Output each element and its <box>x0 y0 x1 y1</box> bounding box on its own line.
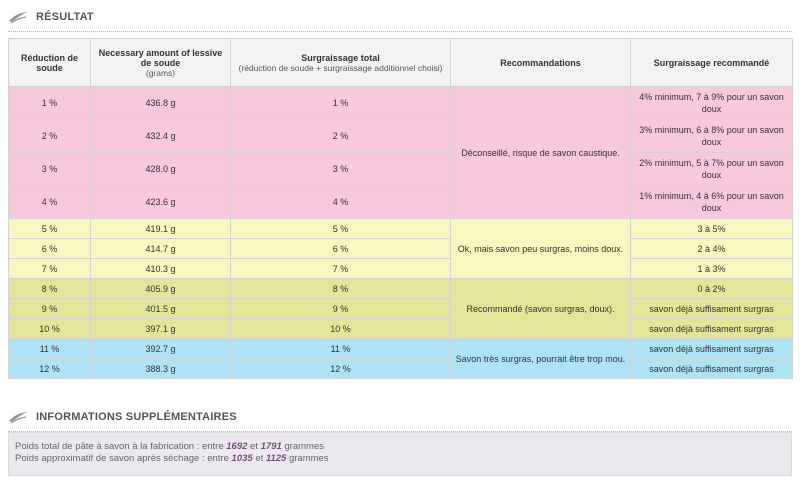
table-row: 9 % 401.5 g 9 % savon déjà suffisament s… <box>8 298 793 319</box>
cell-amount: 392.7 g <box>90 338 231 359</box>
cell-recommendation: Ok, mais savon peu surgras, moins doux. <box>450 218 631 279</box>
cell-recommended: 2% minimum, 5 à 7% pour un savon doux <box>630 152 793 186</box>
table-row: 4 % 423.6 g 4 % 1% minimum, 4 à 6% pour … <box>8 185 793 219</box>
cell-amount: 410.3 g <box>90 258 231 279</box>
table-row: 3 % 428.0 g 3 % 2% minimum, 5 à 7% pour … <box>8 152 793 186</box>
cell-total: 3 % <box>230 152 451 186</box>
result-table: Réduction de soude Necessary amount of l… <box>8 38 793 379</box>
table-row: 12 % 388.3 g 12 % savon déjà suffisament… <box>8 358 793 379</box>
cell-total: 7 % <box>230 258 451 279</box>
table-header-row: Réduction de soude Necessary amount of l… <box>8 38 793 87</box>
extra-info-title: INFORMATIONS SUPPLÉMENTAIRES <box>36 411 237 423</box>
cell-recommended: savon déjà suffisament surgras <box>630 338 793 359</box>
cell-recommended: savon déjà suffisament surgras <box>630 318 793 339</box>
info-line-dry-weight: Poids approximatif de savon après séchag… <box>15 453 329 464</box>
cell-amount: 419.1 g <box>90 218 231 239</box>
cell-total: 8 % <box>230 278 451 299</box>
cell-total: 10 % <box>230 318 451 339</box>
cell-amount: 423.6 g <box>90 185 231 219</box>
table-row: 10 % 397.1 g 10 % savon déjà suffisament… <box>8 318 793 339</box>
extra-info-box: Poids total de pâte à savon à la fabrica… <box>8 432 792 476</box>
cell-reduction: 7 % <box>8 258 91 279</box>
cell-total: 5 % <box>230 218 451 239</box>
cell-total: 9 % <box>230 298 451 319</box>
cell-reduction: 12 % <box>8 358 91 379</box>
cell-recommended: 1% minimum, 4 à 6% pour un savon doux <box>630 185 793 219</box>
cell-reduction: 6 % <box>8 238 91 259</box>
cell-recommended: 1 à 3% <box>630 258 793 279</box>
cell-amount: 436.8 g <box>90 86 231 120</box>
cell-recommended: savon déjà suffisament surgras <box>630 358 793 379</box>
cell-amount: 428.0 g <box>90 152 231 186</box>
cell-total: 6 % <box>230 238 451 259</box>
cell-recommended: 4% minimum, 7 à 9% pour un savon doux <box>630 86 793 120</box>
cell-amount: 401.5 g <box>90 298 231 319</box>
total-weight-min: 1692 <box>226 441 248 452</box>
extra-info-section-header: INFORMATIONS SUPPLÉMENTAIRES <box>8 406 792 432</box>
header-total: Surgraissage total (réduction de soude + … <box>230 38 451 87</box>
table-row: 8 % 405.9 g 8 % Recommandé (savon surgra… <box>8 278 793 339</box>
info-line-total-weight: Poids total de pâte à savon à la fabrica… <box>15 441 324 452</box>
table-row: 5 % 419.1 g 5 % Ok, mais savon peu surgr… <box>8 218 793 279</box>
cell-reduction: 11 % <box>8 338 91 359</box>
cell-reduction: 5 % <box>8 218 91 239</box>
header-amount: Necessary amount of lessive de soude (gra… <box>90 38 231 87</box>
cell-total: 12 % <box>230 358 451 379</box>
cell-amount: 397.1 g <box>90 318 231 339</box>
cell-amount: 414.7 g <box>90 238 231 259</box>
cell-reduction: 4 % <box>8 185 91 219</box>
total-weight-max: 1791 <box>260 441 282 452</box>
table-row: 6 % 414.7 g 6 % 2 à 4% <box>8 238 793 259</box>
header-recommended-surgraissage: Surgraissage recommandé <box>630 38 793 87</box>
cell-total: 1 % <box>230 86 451 120</box>
result-section-header: RÉSULTAT <box>8 6 792 32</box>
cell-reduction: 10 % <box>8 318 91 339</box>
cell-reduction: 3 % <box>8 152 91 186</box>
cell-recommendation: Recommandé (savon surgras, doux). <box>450 278 631 339</box>
header-recommendations: Recommandations <box>450 38 631 87</box>
cell-reduction: 9 % <box>8 298 91 319</box>
result-title: RÉSULTAT <box>36 11 94 23</box>
feather-swoosh-icon <box>9 12 27 24</box>
cell-amount: 388.3 g <box>90 358 231 379</box>
cell-recommended: 0 à 2% <box>630 278 793 299</box>
header-reduction: Réduction de soude <box>8 38 91 87</box>
dry-weight-max: 1125 <box>265 453 287 464</box>
cell-recommended: savon déjà suffisament surgras <box>630 298 793 319</box>
table-row: 1 % 436.8 g 1 % Déconseillé, risque de s… <box>8 86 793 219</box>
section-divider <box>8 31 792 32</box>
section-divider <box>8 431 792 432</box>
cell-reduction: 8 % <box>8 278 91 299</box>
table-row: 7 % 410.3 g 7 % 1 à 3% <box>8 258 793 279</box>
feather-swoosh-icon <box>9 412 27 424</box>
cell-reduction: 1 % <box>8 86 91 120</box>
table-row: 2 % 432.4 g 2 % 3% minimum, 6 à 8% pour … <box>8 119 793 153</box>
cell-recommended: 2 à 4% <box>630 238 793 259</box>
cell-recommendation: Déconseillé, risque de savon caustique. <box>450 86 631 219</box>
cell-recommended: 3% minimum, 6 à 8% pour un savon doux <box>630 119 793 153</box>
cell-total: 2 % <box>230 119 451 153</box>
table-row: 11 % 392.7 g 11 % Savon très surgras, po… <box>8 338 793 379</box>
dry-weight-min: 1035 <box>231 453 253 464</box>
cell-recommended: 3 à 5% <box>630 218 793 239</box>
cell-amount: 432.4 g <box>90 119 231 153</box>
cell-amount: 405.9 g <box>90 278 231 299</box>
cell-recommendation: Savon très surgras, pourrait être trop m… <box>450 338 631 379</box>
cell-reduction: 2 % <box>8 119 91 153</box>
cell-total: 11 % <box>230 338 451 359</box>
cell-total: 4 % <box>230 185 451 219</box>
